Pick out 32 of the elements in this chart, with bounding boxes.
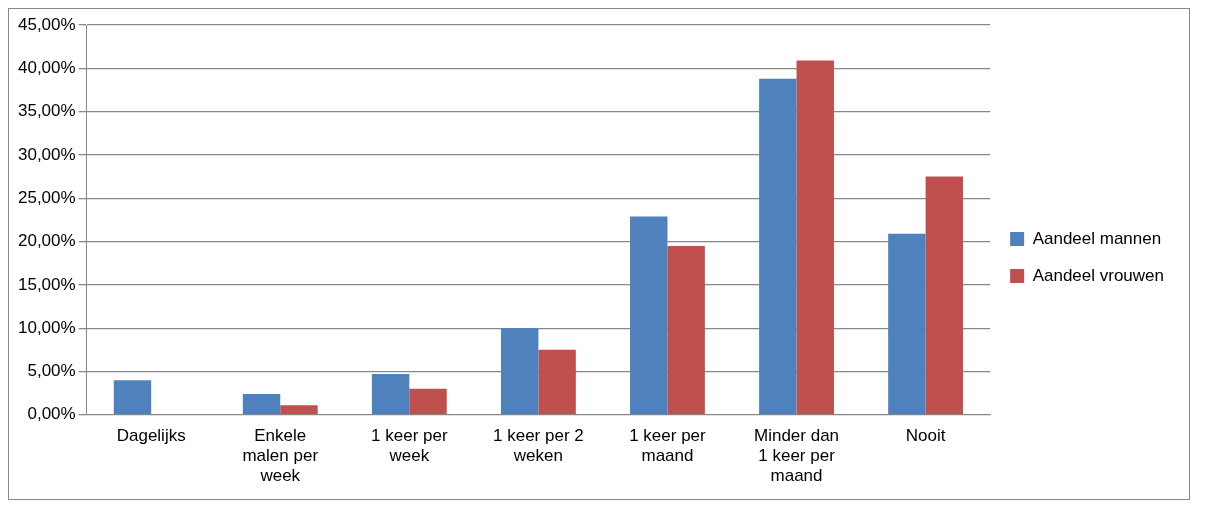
bar: [888, 233, 926, 415]
bar: [242, 394, 281, 415]
x-tick-label: Dagelijks: [116, 425, 186, 445]
y-tick-label: 45,00%: [17, 14, 76, 34]
bar: [759, 78, 797, 415]
y-tick-label: 5,00%: [27, 361, 76, 381]
bar: [925, 176, 964, 415]
y-tick-label: 15,00%: [17, 274, 76, 294]
x-tick-label: 1 keer per week: [371, 425, 448, 466]
y-tick-label: 35,00%: [17, 101, 76, 121]
y-tick-label: 40,00%: [17, 58, 76, 77]
y-tick-label: 30,00%: [17, 144, 76, 164]
x-tick-label: Enkele malen per week: [242, 425, 319, 486]
bar: [500, 328, 539, 415]
bar: [409, 388, 447, 415]
y-tick-label: 25,00%: [17, 187, 76, 207]
bar: [280, 405, 318, 415]
legend-label: Aandeel mannen: [1032, 228, 1162, 248]
bar: [371, 374, 410, 415]
bar: [113, 380, 152, 415]
y-tick-label: 10,00%: [17, 317, 76, 337]
x-tick-label: 1 keer per 2 weken: [493, 425, 584, 466]
bar: [538, 349, 576, 415]
bar: [630, 216, 668, 415]
x-tick-label: 1 keer per maand: [629, 425, 707, 466]
bar: [796, 60, 834, 415]
y-tick-label: 0,00%: [27, 404, 76, 424]
bar: [667, 245, 705, 415]
y-tick-label: 20,00%: [17, 231, 76, 251]
x-tick-label: Nooit: [905, 425, 946, 445]
x-tick-label: Minder dan 1 keer per maand: [754, 425, 840, 486]
legend-label: Aandeel vrouwen: [1032, 265, 1165, 285]
